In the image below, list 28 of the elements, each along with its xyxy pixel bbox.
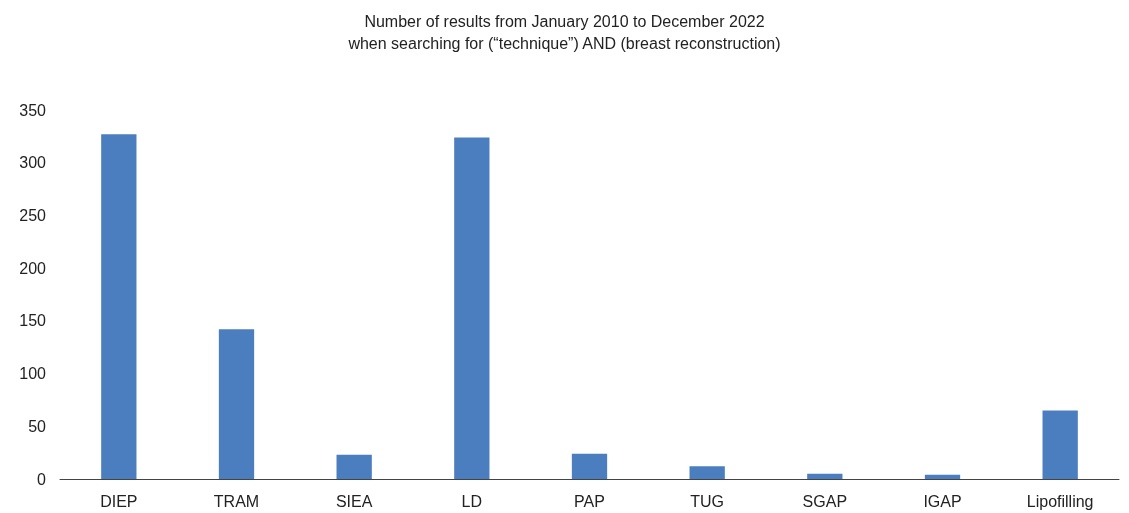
y-tick-label: 50 — [28, 417, 47, 435]
x-tick-label: Lipofilling — [1026, 492, 1094, 510]
bar — [1042, 410, 1078, 479]
y-tick-label: 250 — [19, 206, 47, 224]
bar — [336, 454, 372, 479]
chart-subtitle: when searching for (“technique”) AND (breast reconstruction) — [347, 34, 781, 52]
x-tick-label: LD — [461, 492, 483, 510]
x-tick-label: TRAM — [213, 492, 260, 510]
bar — [571, 453, 608, 479]
x-tick-label: IGAP — [923, 492, 962, 510]
x-tick-label: DIEP — [100, 492, 138, 510]
x-tick-label: SGAP — [802, 492, 848, 510]
y-tick-label: 350 — [19, 101, 47, 119]
y-tick-label: 100 — [19, 365, 47, 383]
bar — [689, 466, 725, 479]
bar — [218, 329, 255, 479]
bar — [924, 474, 961, 479]
bar — [807, 473, 843, 479]
x-tick-label: PAP — [574, 492, 605, 510]
bar — [101, 134, 137, 479]
x-tick-label: SIEA — [335, 492, 373, 510]
x-tick-label: TUG — [690, 492, 725, 510]
y-tick-label: 0 — [37, 470, 47, 488]
y-tick-label: 200 — [19, 259, 47, 277]
chart-title: Number of results from January 2010 to December 2022 — [364, 12, 765, 30]
y-tick-label: 150 — [19, 312, 47, 330]
bar — [454, 137, 490, 479]
y-tick-label: 300 — [19, 154, 47, 172]
